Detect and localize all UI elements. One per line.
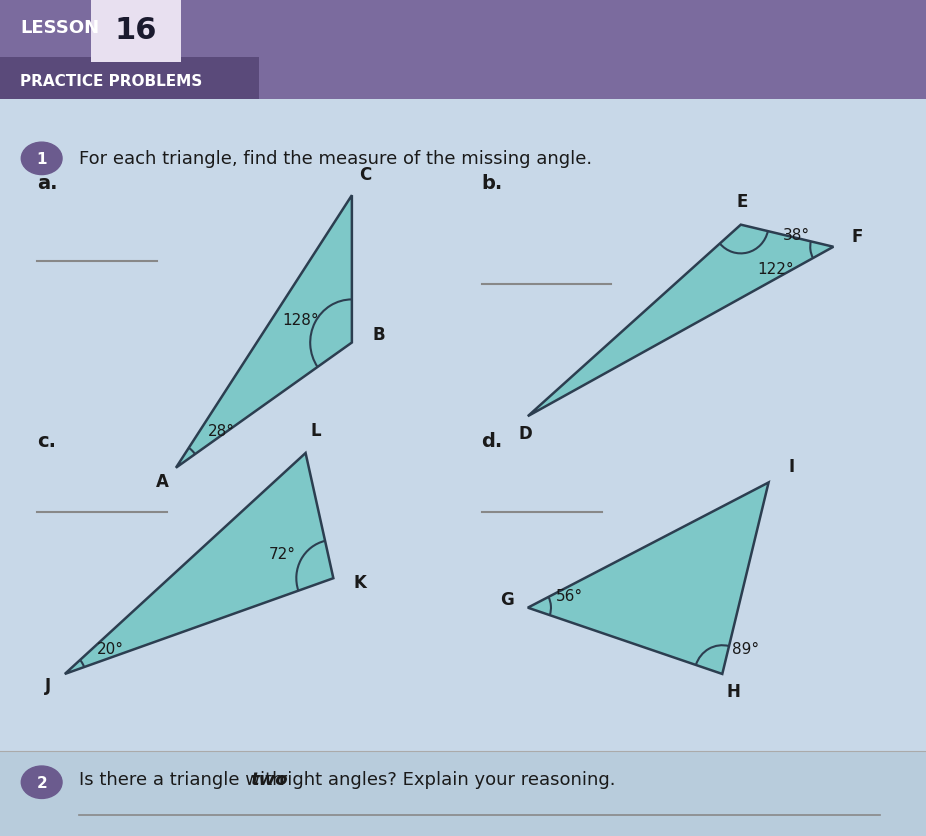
Text: 89°: 89° (732, 641, 758, 656)
Text: d.: d. (482, 431, 503, 451)
Text: 2: 2 (36, 775, 47, 790)
Text: B: B (372, 325, 385, 344)
Text: 56°: 56° (556, 589, 582, 604)
Text: c.: c. (37, 431, 56, 451)
Circle shape (21, 766, 62, 798)
Text: 38°: 38° (782, 228, 809, 243)
Text: b.: b. (482, 174, 503, 193)
Polygon shape (65, 453, 333, 674)
Text: right angles? Explain your reasoning.: right angles? Explain your reasoning. (274, 770, 615, 788)
Bar (0, 59, 259, 100)
Text: 16: 16 (115, 16, 157, 44)
Text: 1: 1 (36, 151, 47, 166)
Text: J: J (44, 676, 51, 695)
Text: D: D (519, 425, 532, 443)
Text: 122°: 122° (757, 261, 795, 276)
Text: G: G (500, 590, 514, 609)
Circle shape (21, 143, 62, 176)
Bar (0, 752, 926, 836)
Text: a.: a. (37, 174, 57, 193)
FancyBboxPatch shape (91, 1, 181, 64)
Text: 128°: 128° (282, 313, 319, 328)
Text: L: L (310, 421, 320, 439)
Polygon shape (528, 483, 769, 674)
Text: E: E (736, 193, 747, 211)
Text: A: A (156, 472, 169, 491)
Text: F: F (852, 227, 863, 246)
Text: LESSON: LESSON (20, 19, 99, 37)
Text: H: H (727, 682, 741, 701)
Text: K: K (354, 573, 367, 591)
Text: C: C (359, 166, 371, 184)
Text: 20°: 20° (97, 641, 124, 656)
Text: Is there a triangle with: Is there a triangle with (79, 770, 289, 788)
Text: PRACTICE PROBLEMS: PRACTICE PROBLEMS (20, 74, 203, 89)
Text: For each triangle, find the measure of the missing angle.: For each triangle, find the measure of t… (79, 150, 592, 168)
Polygon shape (528, 226, 833, 416)
Text: two: two (250, 770, 288, 788)
Polygon shape (176, 196, 352, 468)
Text: I: I (789, 458, 795, 476)
Text: 28°: 28° (208, 423, 235, 438)
Text: 72°: 72° (269, 546, 295, 561)
